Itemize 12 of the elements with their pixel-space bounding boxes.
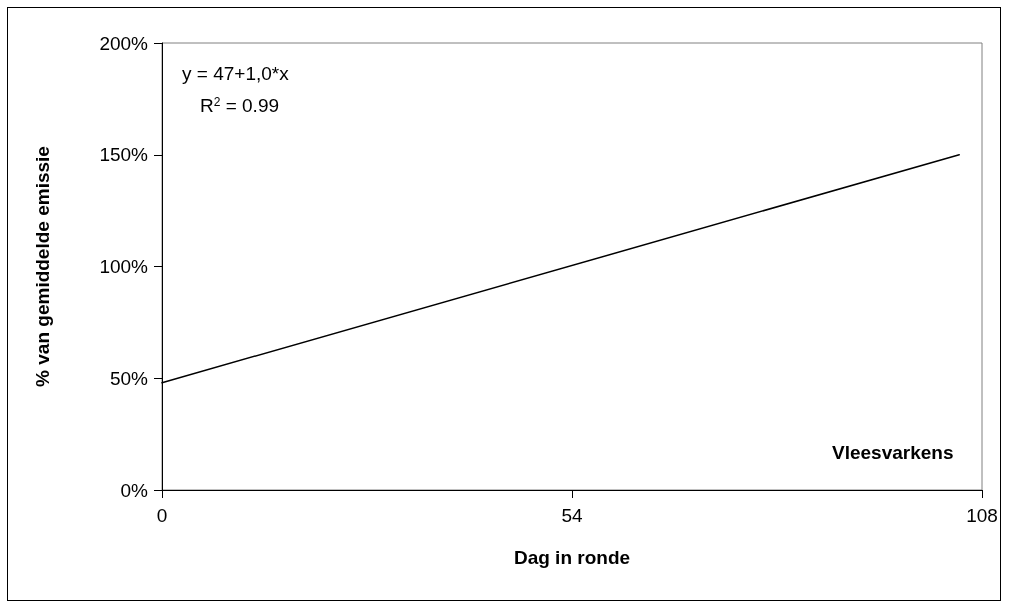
y-tick-label: 100% — [99, 256, 149, 277]
x-tick-label: 0 — [156, 505, 168, 526]
x-tick-label: 54 — [561, 505, 583, 526]
y-tick-label: 0% — [120, 479, 149, 501]
y-axis-title: % van gemiddelde emissie — [32, 146, 53, 387]
x-tick-label: 108 — [966, 505, 998, 526]
annotation: Vleesvarkens — [832, 442, 954, 463]
annotation: y = 47+1,0*x — [182, 63, 290, 84]
y-tick-label: 150% — [99, 144, 149, 166]
y-tick-label: 50% — [109, 367, 149, 389]
y-tick-label: 200% — [99, 32, 149, 54]
x-axis-title: Dag in ronde — [513, 547, 631, 568]
